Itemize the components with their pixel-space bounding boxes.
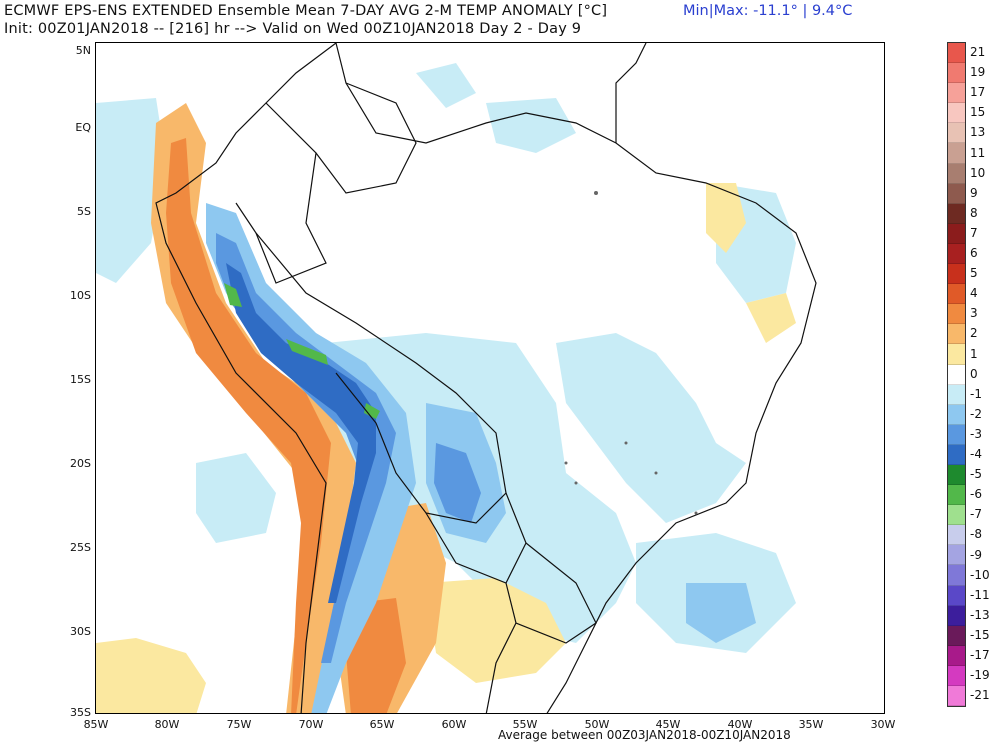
lon-label: 75W: [226, 718, 252, 731]
lon-label: 45W: [655, 718, 681, 731]
colorbar-label: 6: [970, 246, 978, 260]
colorbar-cell: [948, 243, 965, 265]
lat-label: 25S: [70, 541, 91, 554]
colorbar-cell: [948, 203, 965, 224]
colorbar-cell: [948, 324, 965, 345]
lat-label: 15S: [70, 373, 91, 386]
colorbar-cell: [948, 485, 965, 506]
coastlines: [155, 43, 817, 713]
colorbar-cell: [948, 83, 965, 104]
lat-label: 10S: [70, 289, 91, 302]
lat-label: 35S: [70, 706, 91, 719]
colorbar-label: -13: [970, 607, 990, 622]
colorbar-cell: [948, 686, 965, 707]
averaging-period: Average between 00Z03JAN2018-00Z10JAN201…: [498, 728, 791, 742]
lat-label: EQ: [75, 121, 91, 134]
colorbar-label: -3: [970, 426, 982, 441]
colorbar-cell: [948, 344, 965, 365]
colorbar-label: -15: [970, 627, 990, 642]
lon-label: 30W: [870, 718, 896, 731]
colorbar-label: -5: [970, 467, 982, 482]
lat-label: 5N: [75, 44, 91, 57]
map-canvas: [96, 43, 817, 713]
lon-label: 70W: [298, 718, 324, 731]
colorbar-cell: [948, 424, 965, 445]
colorbar-label: 10: [970, 165, 986, 180]
colorbar-cell: [948, 404, 965, 425]
lon-label: 40W: [727, 718, 753, 731]
colorbar-cell: [948, 304, 965, 325]
colorbar-label: -10: [970, 567, 990, 582]
lon-label: 55W: [512, 718, 538, 731]
colorbar-label: -19: [970, 668, 990, 683]
lat-label: 30S: [70, 625, 91, 638]
colorbar-cell: [948, 364, 965, 385]
colorbar-label: -11: [970, 587, 990, 602]
colorbar: [947, 42, 966, 708]
colorbar-cell: [948, 63, 965, 84]
colorbar-label: -21: [970, 688, 990, 703]
colorbar-label: -4: [970, 447, 982, 461]
colorbar-label: 2: [970, 326, 978, 341]
colorbar-label: -8: [970, 527, 982, 542]
colorbar-cell: [948, 163, 965, 184]
inland-features: [564, 191, 698, 515]
colorbar-label: 4: [970, 286, 978, 301]
colorbar-label: 11: [970, 145, 986, 160]
colorbar-label: 9: [970, 185, 978, 200]
lon-label: 85W: [83, 718, 109, 731]
lon-label: 50W: [584, 718, 610, 731]
colorbar-label: 0: [970, 366, 978, 381]
lat-label: 5S: [77, 205, 91, 218]
colorbar-label: 5: [970, 266, 978, 281]
colorbar-cell: [948, 645, 965, 666]
colorbar-cell: [948, 223, 965, 244]
lat-label: 20S: [70, 457, 91, 470]
lon-label: 35W: [798, 718, 824, 731]
colorbar-cell: [948, 464, 965, 486]
colorbar-cell: [948, 43, 965, 64]
colorbar-label: 8: [970, 205, 978, 220]
chart-title: ECMWF EPS-ENS EXTENDED Ensemble Mean 7-D…: [4, 3, 608, 19]
min-max-readout: Min|Max: -11.1° | 9.4°C: [683, 3, 853, 19]
colorbar-cell: [948, 103, 965, 124]
colorbar-label: 21: [970, 45, 986, 59]
colorbar-label: 1: [970, 346, 978, 361]
colorbar-label: 15: [970, 105, 986, 120]
colorbar-cell: [948, 143, 965, 164]
colorbar-cell: [948, 665, 965, 686]
colorbar-cell: [948, 545, 965, 566]
colorbar-label: -7: [970, 507, 982, 522]
colorbar-label: -2: [970, 406, 982, 421]
andes-cold-band: [206, 203, 756, 713]
andes-warm-band: [151, 103, 356, 713]
colorbar-cell: [948, 183, 965, 204]
colorbar-cell: [948, 505, 965, 526]
colorbar-label: -9: [970, 547, 982, 562]
colorbar-cell: [948, 384, 965, 405]
colorbar-label: 7: [970, 225, 978, 240]
colorbar-cell: [948, 123, 965, 144]
colorbar-cell: [948, 264, 965, 285]
lon-label: 60W: [441, 718, 467, 731]
colorbar-label: -6: [970, 487, 982, 502]
anomaly-map: [95, 42, 885, 714]
colorbar-cell: [948, 444, 965, 465]
colorbar-cell: [948, 525, 965, 546]
colorbar-label: -1: [970, 386, 982, 401]
colorbar-label: 3: [970, 306, 978, 321]
colorbar-cell: [948, 565, 965, 586]
lon-label: 80W: [154, 718, 180, 731]
colorbar-cell: [948, 284, 965, 305]
colorbar-cell: [948, 605, 965, 626]
colorbar-label: -17: [970, 648, 990, 662]
colorbar-label: 19: [970, 65, 986, 80]
colorbar-cell: [948, 585, 965, 606]
init-valid-line: Init: 00Z01JAN2018 -- [216] hr --> Valid…: [4, 21, 582, 37]
colorbar-label: 13: [970, 125, 986, 140]
colorbar-cell: [948, 625, 965, 646]
lon-label: 65W: [369, 718, 395, 731]
colorbar-label: 17: [970, 85, 986, 100]
